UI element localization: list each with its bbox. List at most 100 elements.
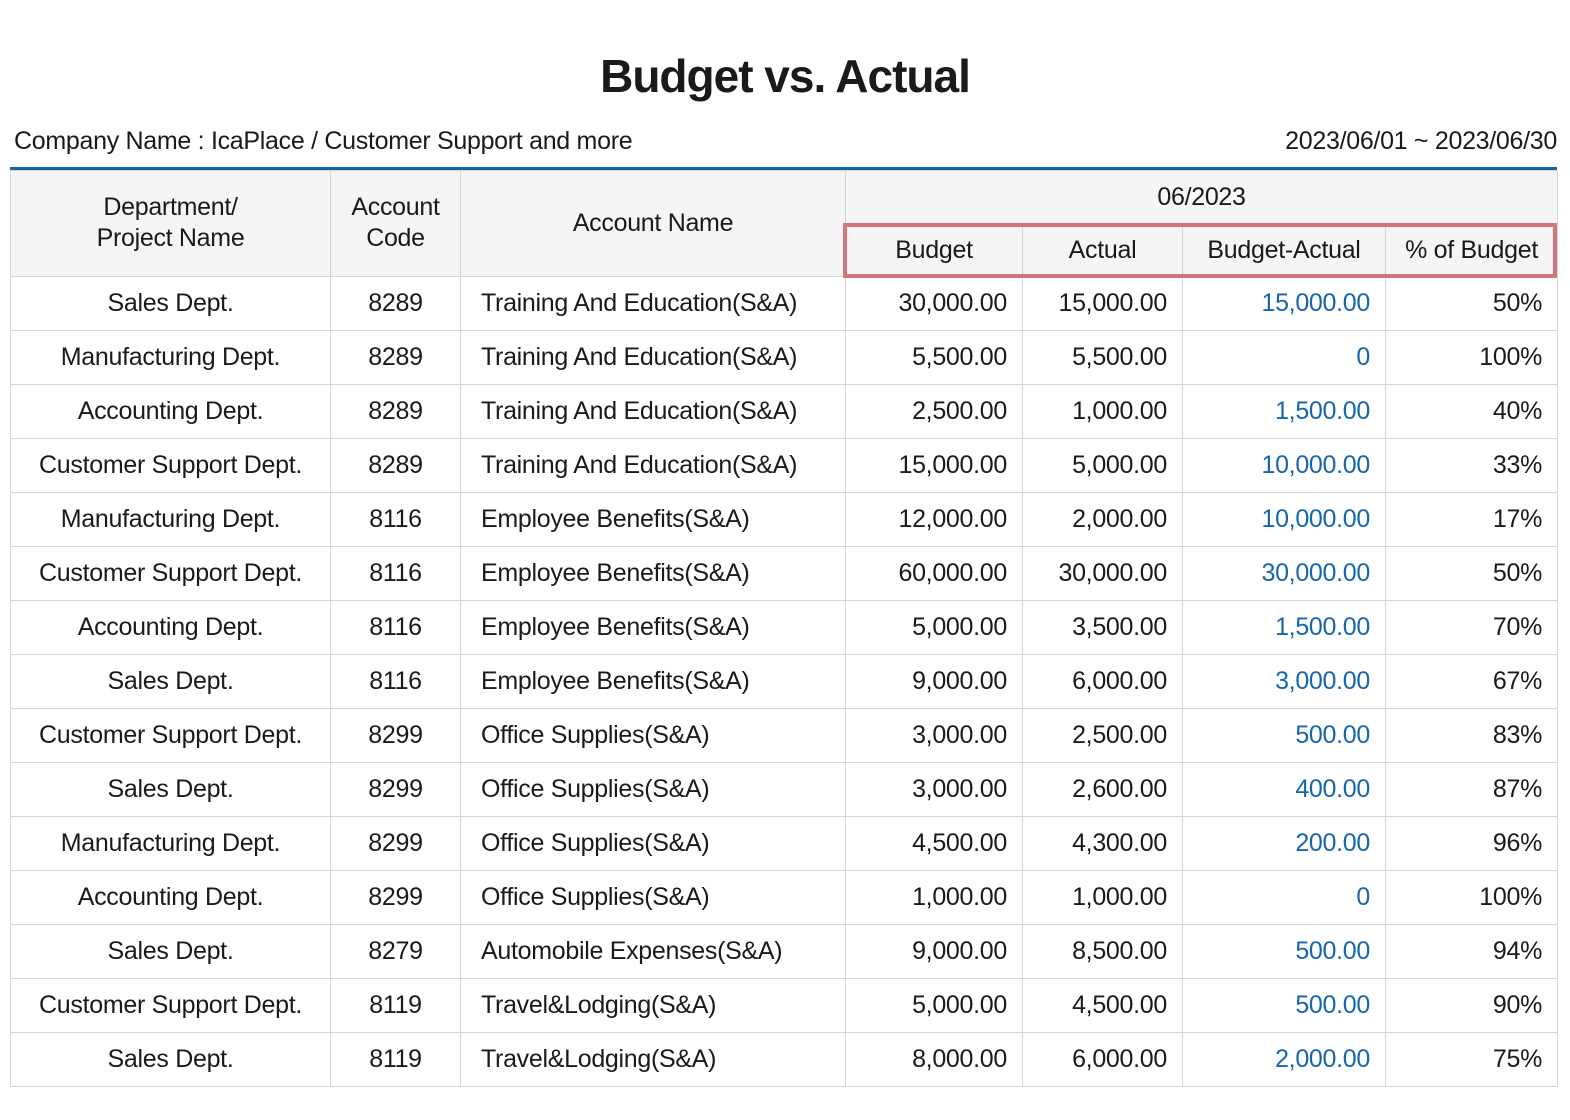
budget-actual-cell: 1,500.00 — [1182, 599, 1386, 655]
budget-cell: 9,000.00 — [845, 653, 1023, 709]
actual-cell: 2,600.00 — [1022, 761, 1183, 817]
budget-report-table: Department/ Project Name Account Code Ac… — [10, 169, 1559, 1087]
budget-actual-cell: 2,000.00 — [1182, 1031, 1386, 1087]
column-header-budget: Budget — [845, 224, 1023, 277]
pct-of-budget-cell: 70% — [1384, 599, 1559, 655]
account-code-header-line2: Code — [366, 224, 425, 253]
budget-actual-cell: 500.00 — [1182, 923, 1386, 979]
budget-report-table-wrap: Department/ Project Name Account Code Ac… — [10, 166, 1559, 1087]
account-code-cell: 8289 — [330, 437, 461, 493]
account-code-cell: 8119 — [330, 977, 461, 1033]
account-code-cell: 8299 — [330, 761, 461, 817]
header-group-row: Department/ Project Name Account Code Ac… — [10, 169, 1559, 277]
account-name-cell: Office Supplies(S&A) — [460, 761, 846, 817]
department-cell: Sales Dept. — [10, 275, 331, 331]
pct-of-budget-cell: 96% — [1384, 815, 1559, 871]
table-row: Manufacturing Dept. 8289 Training And Ed… — [10, 329, 1559, 385]
department-cell: Manufacturing Dept. — [10, 491, 331, 547]
column-header-pct-of-budget: % of Budget — [1384, 224, 1559, 277]
department-cell: Accounting Dept. — [10, 869, 331, 925]
department-cell: Sales Dept. — [10, 1031, 331, 1087]
report-meta: Company Name : IcaPlace / Customer Suppo… — [14, 127, 1557, 156]
pct-of-budget-cell: 100% — [1384, 869, 1559, 925]
account-code-cell: 8289 — [330, 383, 461, 439]
budget-cell: 5,500.00 — [845, 329, 1023, 385]
actual-cell: 5,500.00 — [1022, 329, 1183, 385]
account-code-cell: 8289 — [330, 329, 461, 385]
pct-of-budget-cell: 50% — [1384, 275, 1559, 331]
pct-of-budget-cell: 83% — [1384, 707, 1559, 763]
department-cell: Accounting Dept. — [10, 383, 331, 439]
account-name-cell: Training And Education(S&A) — [460, 383, 846, 439]
column-header-budget-actual: Budget-Actual — [1182, 224, 1386, 277]
budget-cell: 5,000.00 — [845, 599, 1023, 655]
table-row: Sales Dept. 8279 Automobile Expenses(S&A… — [10, 923, 1559, 979]
department-cell: Manufacturing Dept. — [10, 329, 331, 385]
actual-cell: 2,000.00 — [1022, 491, 1183, 547]
budget-actual-cell: 0 — [1182, 329, 1386, 385]
account-code-cell: 8279 — [330, 923, 461, 979]
budget-actual-cell: 0 — [1182, 869, 1386, 925]
table-row: Accounting Dept. 8289 Training And Educa… — [10, 383, 1559, 439]
budget-cell: 9,000.00 — [845, 923, 1023, 979]
account-code-cell: 8116 — [330, 491, 461, 547]
actual-cell: 6,000.00 — [1022, 1031, 1183, 1087]
pct-of-budget-cell: 75% — [1384, 1031, 1559, 1087]
pct-of-budget-cell: 94% — [1384, 923, 1559, 979]
department-cell: Customer Support Dept. — [10, 977, 331, 1033]
account-name-cell: Training And Education(S&A) — [460, 275, 846, 331]
budget-cell: 8,000.00 — [845, 1031, 1023, 1087]
budget-cell: 60,000.00 — [845, 545, 1023, 601]
pct-of-budget-cell: 67% — [1384, 653, 1559, 709]
account-name-cell: Office Supplies(S&A) — [460, 707, 846, 763]
account-name-cell: Employee Benefits(S&A) — [460, 599, 846, 655]
account-name-cell: Office Supplies(S&A) — [460, 815, 846, 871]
table-row: Manufacturing Dept. 8299 Office Supplies… — [10, 815, 1559, 871]
pct-of-budget-cell: 33% — [1384, 437, 1559, 493]
account-code-cell: 8299 — [330, 815, 461, 871]
budget-cell: 15,000.00 — [845, 437, 1023, 493]
budget-actual-cell: 200.00 — [1182, 815, 1386, 871]
pct-of-budget-cell: 100% — [1384, 329, 1559, 385]
company-name-label: Company Name : IcaPlace / Customer Suppo… — [14, 126, 633, 155]
column-header-actual: Actual — [1022, 224, 1183, 277]
account-code-cell: 8299 — [330, 869, 461, 925]
budget-cell: 5,000.00 — [845, 977, 1023, 1033]
actual-cell: 1,000.00 — [1022, 383, 1183, 439]
budget-cell: 3,000.00 — [845, 707, 1023, 763]
pct-of-budget-cell: 40% — [1384, 383, 1559, 439]
department-cell: Sales Dept. — [10, 923, 331, 979]
account-code-cell: 8299 — [330, 707, 461, 763]
department-cell: Accounting Dept. — [10, 599, 331, 655]
budget-cell: 4,500.00 — [845, 815, 1023, 871]
pct-of-budget-cell: 50% — [1384, 545, 1559, 601]
column-header-account-name: Account Name — [460, 169, 846, 277]
actual-cell: 15,000.00 — [1022, 275, 1183, 331]
budget-actual-cell: 10,000.00 — [1182, 491, 1386, 547]
budget-cell: 3,000.00 — [845, 761, 1023, 817]
column-header-department: Department/ Project Name — [10, 169, 331, 277]
department-cell: Customer Support Dept. — [10, 437, 331, 493]
budget-actual-cell: 10,000.00 — [1182, 437, 1386, 493]
actual-cell: 3,500.00 — [1022, 599, 1183, 655]
table-row: Accounting Dept. 8116 Employee Benefits(… — [10, 599, 1559, 655]
department-cell: Sales Dept. — [10, 653, 331, 709]
date-range-label: 2023/06/01 ~ 2023/06/30 — [1285, 126, 1557, 155]
account-code-cell: 8289 — [330, 275, 461, 331]
table-row: Sales Dept. 8119 Travel&Lodging(S&A) 8,0… — [10, 1031, 1559, 1087]
table-row: Sales Dept. 8116 Employee Benefits(S&A) … — [10, 653, 1559, 709]
actual-cell: 30,000.00 — [1022, 545, 1183, 601]
actual-cell: 8,500.00 — [1022, 923, 1183, 979]
table-row: Customer Support Dept. 8116 Employee Ben… — [10, 545, 1559, 601]
budget-actual-cell: 30,000.00 — [1182, 545, 1386, 601]
department-cell: Sales Dept. — [10, 761, 331, 817]
account-code-cell: 8116 — [330, 599, 461, 655]
budget-actual-cell: 3,000.00 — [1182, 653, 1386, 709]
column-header-period: 06/2023 — [844, 169, 1559, 226]
budget-actual-cell: 500.00 — [1182, 977, 1386, 1033]
table-header: Department/ Project Name Account Code Ac… — [10, 169, 1559, 277]
table-row: Customer Support Dept. 8299 Office Suppl… — [10, 707, 1559, 763]
account-name-cell: Travel&Lodging(S&A) — [460, 977, 846, 1033]
account-code-cell: 8116 — [330, 653, 461, 709]
department-header-line1: Department/ — [103, 193, 238, 222]
